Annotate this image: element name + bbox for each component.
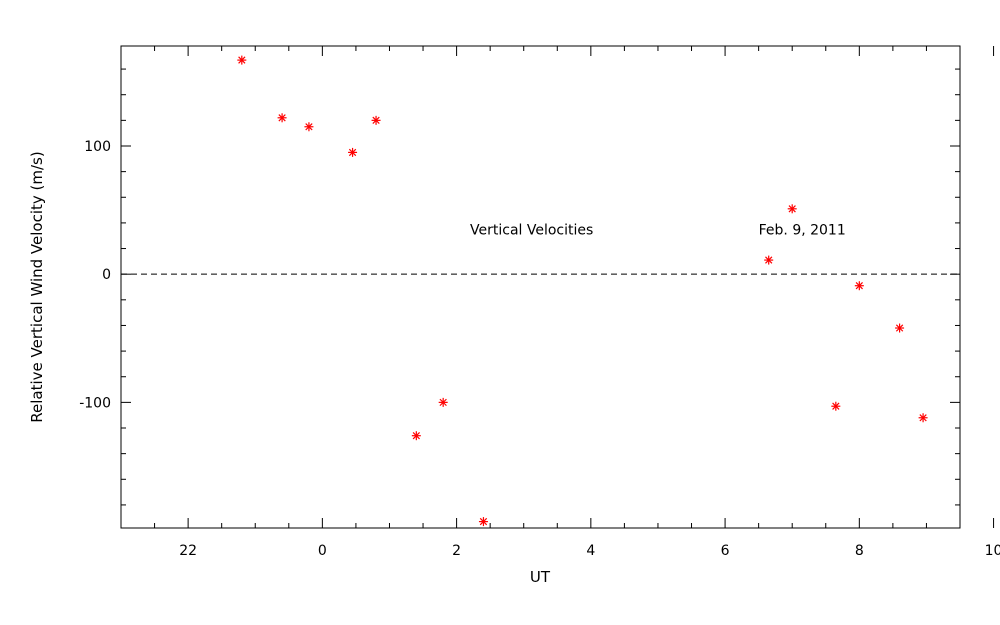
x-tick-label: 2	[452, 543, 461, 559]
data-point	[438, 397, 448, 407]
data-point	[371, 115, 381, 125]
data-point	[831, 401, 841, 411]
y-tick-label: 0	[102, 267, 111, 283]
data-point	[277, 113, 287, 123]
marker-stroke	[238, 56, 246, 64]
annotation-text: Vertical Velocities	[470, 222, 593, 238]
y-tick-label: 100	[84, 139, 111, 155]
y-tick-label: -100	[79, 395, 111, 411]
annotation-text: Feb. 9, 2011	[759, 222, 846, 238]
x-tick-label: 10	[985, 543, 1000, 559]
annotations: Vertical Velocities Feb. 9, 2011	[470, 222, 846, 238]
marker-stroke	[919, 414, 927, 422]
y-axis-title: Relative Vertical Wind Velocity (m/s)	[28, 151, 46, 422]
marker-stroke	[278, 114, 286, 122]
marker-stroke	[412, 432, 420, 440]
data-point	[764, 255, 774, 265]
data-point	[895, 323, 905, 333]
x-tick-label: 22	[179, 543, 197, 559]
data-point	[854, 281, 864, 291]
marker-stroke	[439, 398, 447, 407]
plot-frame	[120, 45, 961, 529]
data-point	[787, 204, 797, 214]
marker-stroke	[372, 116, 380, 125]
data-point	[348, 147, 358, 157]
marker-stroke	[479, 517, 488, 526]
data-points	[237, 55, 928, 527]
data-point	[478, 517, 488, 527]
marker-stroke	[765, 256, 773, 264]
x-tick-label: 4	[586, 543, 595, 559]
data-point	[237, 55, 247, 65]
marker-stroke	[348, 148, 357, 157]
x-tick-label: 0	[318, 543, 327, 559]
axis-ticks	[120, 46, 995, 528]
tick-labels: 22 0 2 4 6 8 10 100 0 -100	[79, 139, 1000, 559]
x-tick-label: 8	[855, 543, 864, 559]
data-point	[918, 413, 928, 423]
marker-stroke	[832, 402, 840, 410]
marker-stroke	[895, 324, 904, 332]
marker-stroke	[305, 123, 313, 131]
marker-stroke	[788, 205, 796, 213]
marker-stroke	[855, 282, 863, 290]
x-axis-title: UT	[530, 568, 551, 586]
data-point	[411, 431, 421, 441]
data-point	[304, 122, 314, 132]
x-tick-label: 6	[721, 543, 730, 559]
